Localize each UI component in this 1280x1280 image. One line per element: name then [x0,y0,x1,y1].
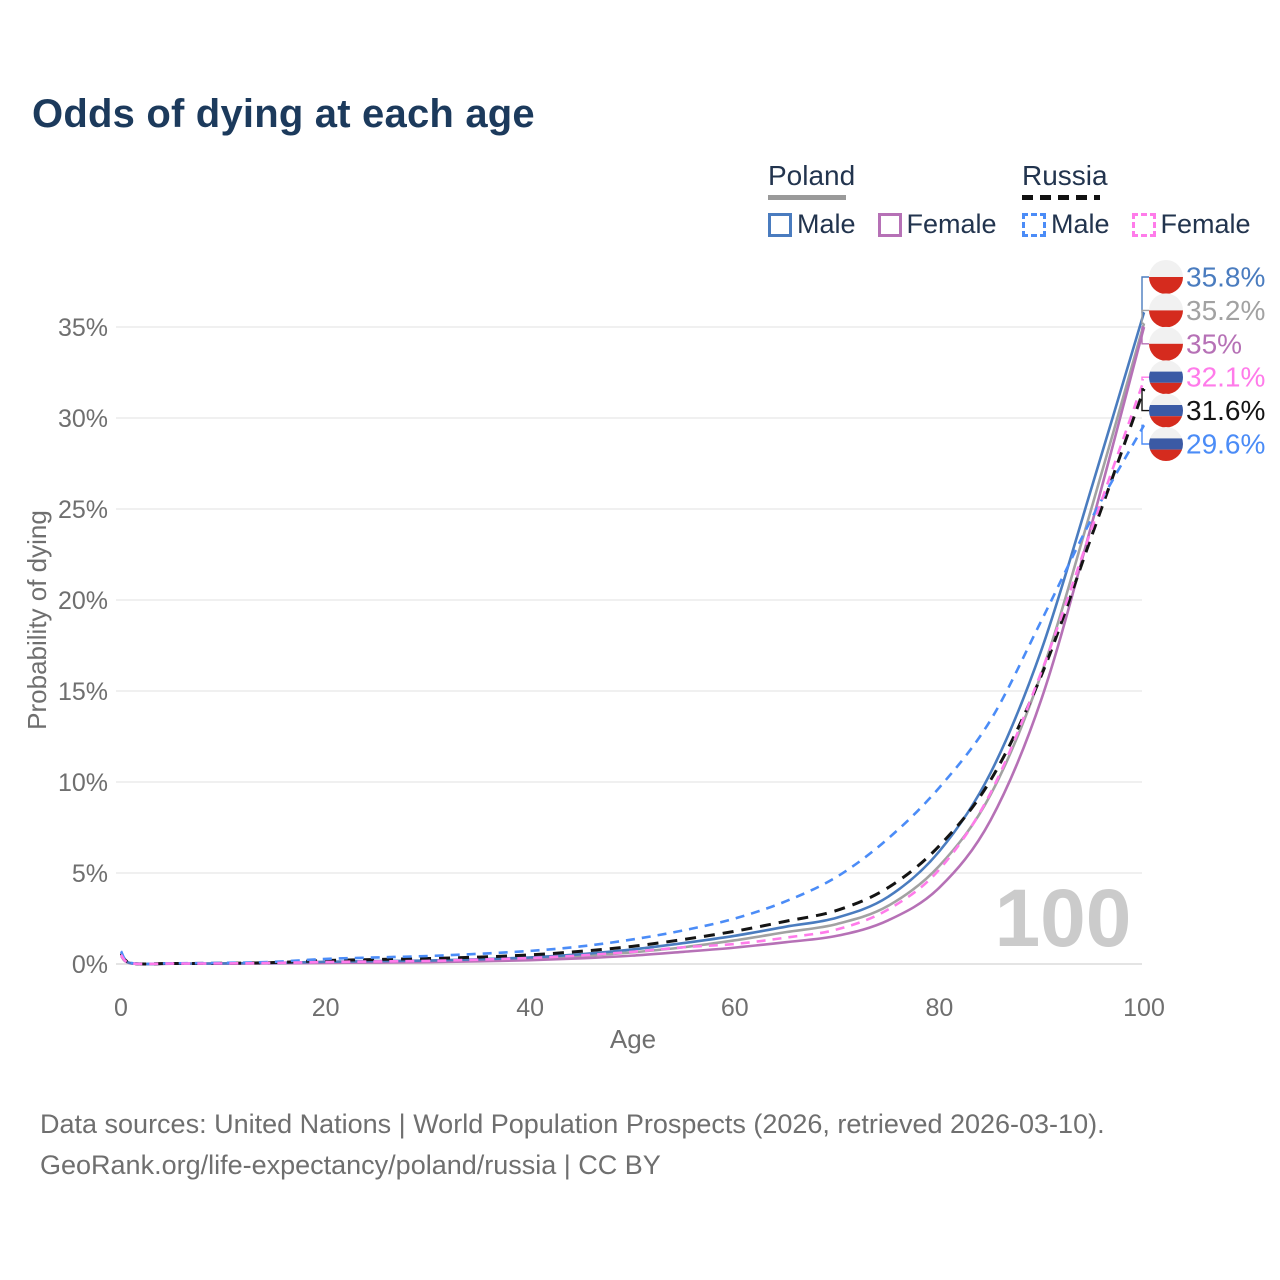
x-tick-label: 80 [925,994,953,1022]
flag-poland-icon [1149,260,1183,294]
flag-russia-icon [1149,427,1183,461]
flag-russia-icon [1149,360,1183,395]
legend-label: Male [797,209,856,239]
label-connector [1141,276,1149,314]
legend-country-russia[interactable]: Russia [1022,160,1108,191]
end-value-label: 29.6% [1186,429,1265,460]
y-tick-label: 20% [58,587,108,615]
russia-line-style-swatch [1022,195,1100,200]
legend-item-poland-male[interactable]: Male [768,209,856,240]
legend-item-russia-male[interactable]: Male [1022,209,1110,240]
legend-group-russia: Russia Male Female [1022,160,1251,240]
y-tick-label: 0% [72,951,108,979]
legend-item-russia-female[interactable]: Female [1131,209,1251,240]
series-line-russia-female[interactable] [120,379,1146,966]
y-tick-label: 15% [58,678,108,706]
source-url-text: GeoRank.org/life-expectancy/poland/russi… [40,1149,661,1180]
y-tick-label: 5% [72,860,108,888]
footer: Data sources: United Nations | World Pop… [40,1104,1105,1185]
end-value-label: 32.1% [1186,362,1265,393]
flag-poland-icon [1149,293,1183,328]
y-tick-label: 35% [58,314,108,342]
flag-russia-icon [1149,393,1183,428]
label-connector [1141,326,1149,345]
x-tick-label: 100 [1123,994,1165,1022]
end-value-label: 35.8% [1186,262,1265,293]
russia-female-swatch-icon [1131,212,1156,237]
end-value-label: 31.6% [1186,395,1265,426]
legend-label: Male [1051,209,1110,239]
x-tick-label: 40 [516,994,544,1022]
y-tick-label: 30% [58,405,108,433]
age-counter-watermark: 100 [994,873,1132,964]
series-line-poland-female[interactable] [120,326,1146,966]
x-tick-label: 0 [114,994,128,1022]
legend-item-poland-female[interactable]: Female [877,209,997,240]
series-line-russia-both-sexes[interactable] [119,388,1146,966]
x-tick-label: 20 [312,994,340,1022]
russia-male-swatch-icon [1022,212,1046,237]
legend-label: Female [906,209,997,239]
chart-title: Odds of dying at each age [32,92,535,136]
label-connector [1141,376,1149,381]
legend-country-poland[interactable]: Poland [768,160,856,191]
legend-label: Female [1160,209,1251,239]
legend-group-poland: Poland Male Female [768,160,997,240]
data-sources-text: Data sources: United Nations | World Pop… [40,1109,1105,1139]
y-tick-label: 25% [58,496,108,524]
poland-female-swatch-icon [877,212,902,237]
y-tick-label: 10% [58,769,108,797]
end-value-label: 35% [1186,328,1242,359]
end-value-label: 35.2% [1186,295,1265,326]
label-connector [1141,424,1149,445]
poland-male-swatch-icon [768,212,792,237]
y-axis-title: Probability of dying [22,510,52,730]
label-connector [1141,309,1149,325]
series-line-poland-both-sexes[interactable] [119,323,1146,966]
flag-poland-icon [1149,326,1183,361]
series-line-poland-male[interactable] [119,312,1146,966]
x-axis-title: Age [610,1024,656,1054]
x-tick-label: 60 [721,994,749,1022]
poland-line-style-swatch [768,195,846,200]
label-connector [1141,388,1149,412]
